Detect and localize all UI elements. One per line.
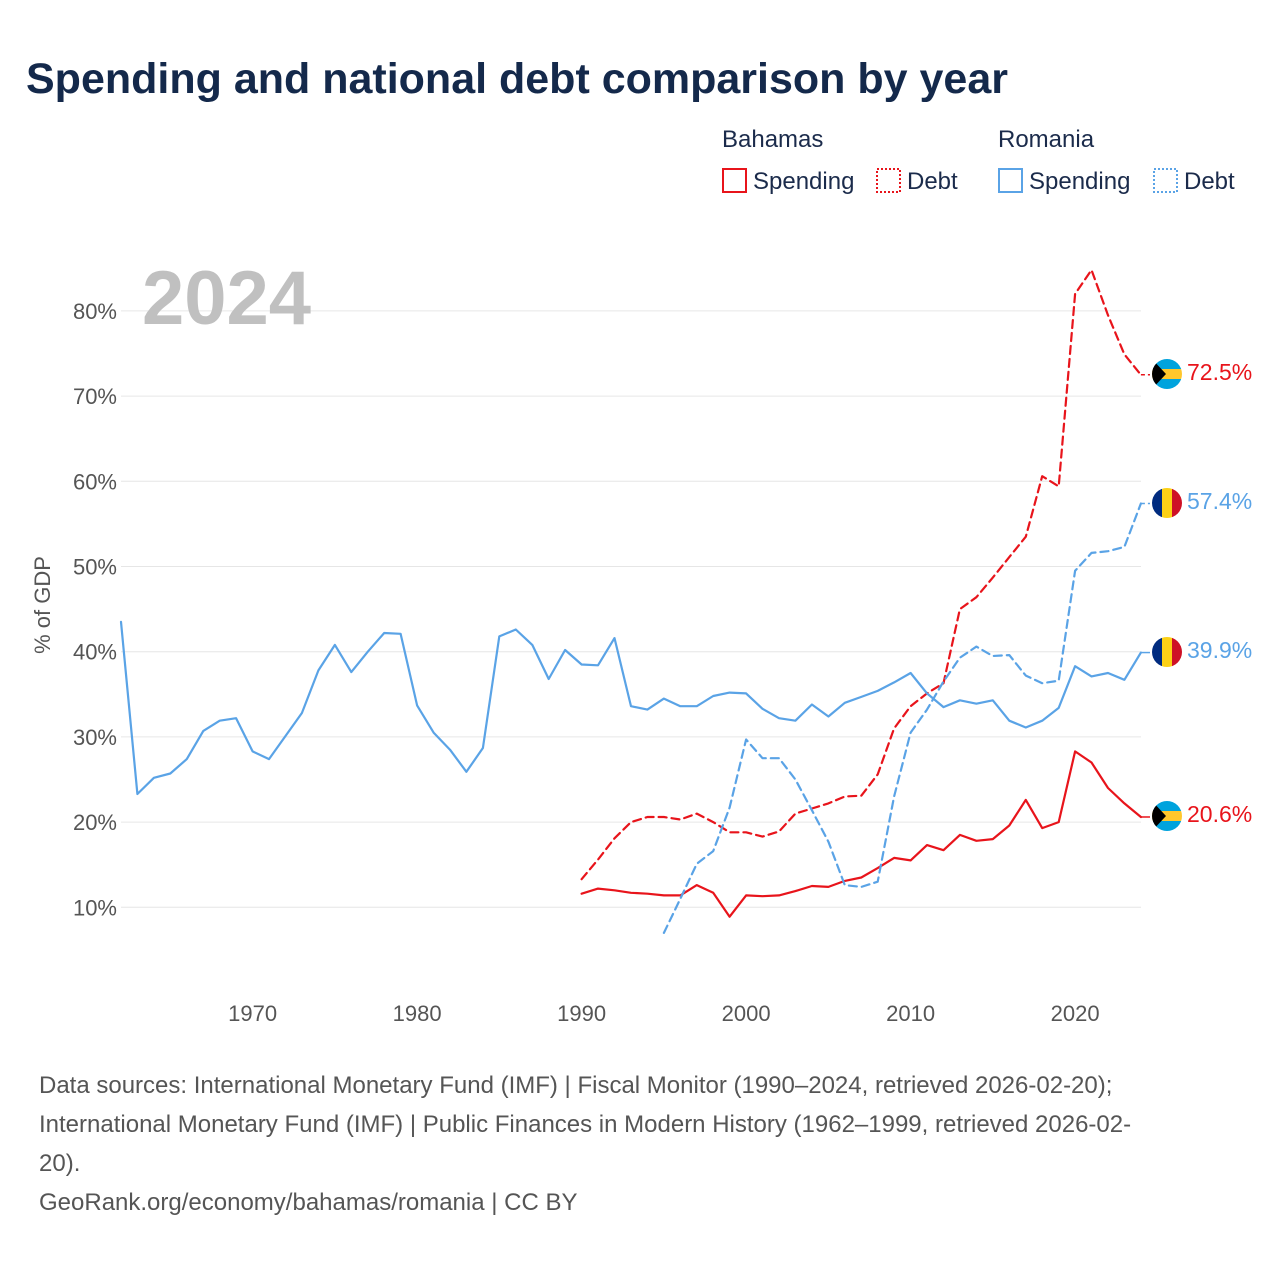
legend-swatch-bahamas-spending	[722, 168, 747, 193]
legend-group-bahamas: Bahamas	[722, 126, 823, 153]
legend-swatch-romania-debt	[1153, 168, 1178, 193]
grid	[121, 310, 1141, 908]
series-line-bahamas-spending	[580, 750, 1142, 918]
x-tick-label: 2020	[1051, 1001, 1100, 1026]
flag-romania-icon	[1152, 488, 1182, 518]
flag-bahamas-icon	[1152, 801, 1182, 831]
flag-romania-icon	[1152, 637, 1182, 667]
x-tick-label: 2010	[886, 1001, 935, 1026]
series-lines	[119, 268, 1150, 934]
source-line-3: 20).	[39, 1150, 80, 1177]
end-label-bahamas-debt: 72.5%	[1187, 359, 1252, 385]
chart-title: Spending and national debt comparison by…	[26, 55, 1008, 103]
axis-ticks: 10% 20% 30% 40% 50% 60% 70% 80% 1970 1980 1990 2000…	[73, 299, 1100, 1026]
y-tick-label: 10%	[73, 895, 117, 920]
x-tick-label: 1990	[557, 1001, 606, 1026]
series-line-romania-spending	[119, 620, 1142, 796]
y-tick-label: 40%	[73, 640, 117, 665]
x-tick-label: 1980	[393, 1001, 442, 1026]
sources: Data sources: International Monetary Fun…	[39, 1072, 1131, 1216]
y-tick-label: 50%	[73, 555, 117, 580]
legend-label-bahamas-spending: Spending	[753, 168, 854, 195]
end-label-romania-spending: 39.9%	[1187, 637, 1252, 663]
series-line-bahamas-debt	[580, 268, 1142, 881]
y-tick-label: 20%	[73, 810, 117, 835]
y-tick-label: 30%	[73, 725, 117, 750]
legend-group-romania: Romania	[998, 126, 1095, 153]
y-tick-label: 70%	[73, 384, 117, 409]
end-label-romania-debt: 57.4%	[1187, 488, 1252, 514]
y-axis-title: % of GDP	[30, 556, 55, 654]
legend-label-romania-spending: Spending	[1029, 168, 1130, 195]
legend-swatch-bahamas-debt	[876, 168, 901, 193]
legend: Bahamas Spending Debt Romania Spending D…	[722, 126, 1235, 195]
legend-swatch-romania-spending	[998, 168, 1023, 193]
year-watermark: 2024	[142, 256, 311, 341]
source-line-1: Data sources: International Monetary Fun…	[39, 1072, 1112, 1099]
y-tick-label: 80%	[73, 299, 117, 324]
x-tick-label: 1970	[228, 1001, 277, 1026]
end-label-bahamas-spending: 20.6%	[1187, 801, 1252, 827]
x-tick-label: 2000	[722, 1001, 771, 1026]
legend-label-romania-debt: Debt	[1184, 168, 1235, 195]
source-line-2: International Monetary Fund (IMF) | Publ…	[39, 1111, 1131, 1138]
source-link[interactable]: GeoRank.org/economy/bahamas/romania | CC…	[39, 1189, 578, 1216]
series-line-romania-debt	[662, 502, 1142, 934]
flag-bahamas-icon	[1152, 359, 1182, 389]
legend-label-bahamas-debt: Debt	[907, 168, 958, 195]
y-tick-label: 60%	[73, 469, 117, 494]
